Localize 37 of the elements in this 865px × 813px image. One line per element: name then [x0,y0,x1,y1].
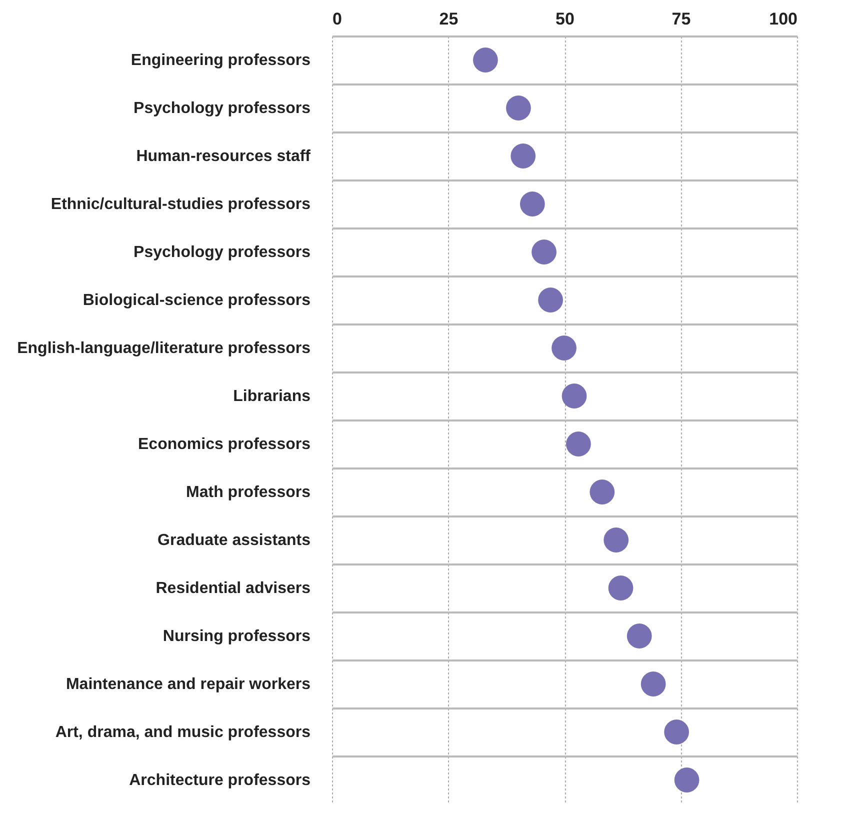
y-tick-label: Economics professors [138,436,311,453]
y-tick-label: Nursing professors [162,628,311,645]
point [552,336,576,360]
y-tick-label: Ethnic/cultural-studies professors [50,196,311,213]
x-tick-label: 25 [439,10,458,28]
y-tick-label: Maintenance and repair workers [66,676,311,693]
point [590,480,615,504]
y-tick-label: Math professors [186,484,311,501]
y-tick-label: Librarians [233,388,311,405]
y-tick-label: Psychology professors [134,100,311,117]
x-tick-label: 100 [769,10,798,28]
y-tick-label: English-language/literature professors [17,340,311,357]
x-tick-label: 75 [672,10,691,28]
y-tick-label: Art, drama, and music professors [55,724,311,741]
point [566,432,591,456]
point [640,672,666,696]
point [608,576,634,600]
point [532,240,556,264]
x-tick-label: 50 [556,10,574,28]
point [562,384,587,408]
y-tick-label: Engineering professors [130,52,311,69]
point [674,768,700,792]
point [626,624,652,648]
point [473,48,498,72]
y-tick-label: Graduate assistants [158,532,311,549]
y-tick-label: Human-resources staff [136,148,312,165]
point [538,288,563,312]
y-tick-label: Residential advisers [156,580,311,597]
point [510,144,536,168]
point [520,192,545,216]
y-tick-label: Architecture professors [129,772,311,789]
point [604,528,629,552]
x-tick-label: 0 [332,10,342,28]
point [506,96,531,120]
point [664,720,690,744]
y-tick-label: Biological-science professors [82,292,311,309]
y-tick-label: Psychology professors [134,244,311,261]
